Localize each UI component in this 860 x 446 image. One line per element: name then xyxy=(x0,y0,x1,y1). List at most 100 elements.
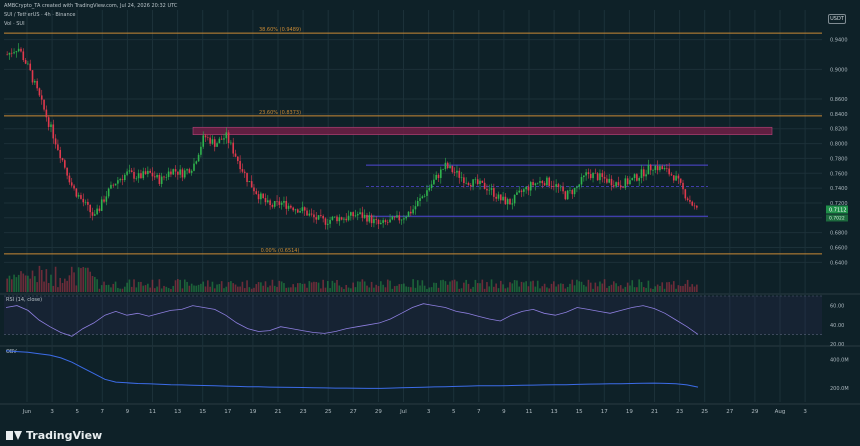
candle-body xyxy=(264,198,267,203)
candle-body xyxy=(380,222,382,225)
candle-body xyxy=(456,170,458,173)
time-tick-label: 21 xyxy=(651,409,658,415)
volume-bar xyxy=(490,279,493,292)
candle-body xyxy=(548,177,551,186)
volume-bar xyxy=(472,286,474,292)
candle-body xyxy=(534,183,537,186)
candle-body xyxy=(347,215,350,221)
volume-bar xyxy=(606,287,608,292)
volume-bar xyxy=(326,280,329,292)
volume-bar xyxy=(615,283,617,292)
candle-body xyxy=(315,217,318,220)
candle-body xyxy=(117,180,119,184)
volume-bar xyxy=(502,284,504,292)
volume-bar xyxy=(137,281,140,292)
candle-body xyxy=(513,194,516,204)
currency-badge[interactable]: USDT xyxy=(828,14,846,24)
volume-bar xyxy=(269,285,271,292)
volume-bar xyxy=(119,288,121,292)
volume-bar xyxy=(24,275,27,292)
candle-body xyxy=(366,214,368,222)
time-tick-label: 27 xyxy=(350,409,357,415)
volume-bar xyxy=(426,288,428,292)
rsi-tick-label: 40.00 xyxy=(830,323,844,329)
candle-body xyxy=(80,195,82,199)
candle-body xyxy=(585,172,587,176)
volume-bar xyxy=(213,288,216,292)
time-tick-label: 7 xyxy=(101,409,105,415)
candle-body xyxy=(541,181,544,184)
candle-body xyxy=(682,182,684,190)
volume-bar xyxy=(285,287,288,292)
candle-body xyxy=(64,160,66,168)
candle-body xyxy=(615,182,617,187)
volume-bar xyxy=(479,283,481,292)
volume-bar xyxy=(248,287,251,292)
candle-body xyxy=(546,177,548,186)
volume-bar xyxy=(250,288,253,292)
volume-bar xyxy=(361,279,364,292)
volume-bar xyxy=(412,279,414,292)
volume-bar xyxy=(647,280,650,292)
time-tick-label: 3 xyxy=(803,409,807,415)
volume-bar xyxy=(523,282,525,292)
volume-bar xyxy=(446,284,449,292)
volume-bar xyxy=(389,280,391,292)
time-tick-label: 23 xyxy=(676,409,683,415)
candle-body xyxy=(241,169,244,172)
volume-bar xyxy=(382,284,384,292)
candle-body xyxy=(260,193,262,200)
volume-bar xyxy=(38,265,41,292)
candle-body xyxy=(17,48,20,52)
volume-bar xyxy=(149,287,151,292)
candle-body xyxy=(479,180,481,185)
candle-body xyxy=(197,154,200,162)
candle-body xyxy=(239,161,241,170)
volume-bar xyxy=(31,270,34,292)
volume-bar xyxy=(220,281,223,292)
candle-body xyxy=(273,201,276,207)
candle-body xyxy=(444,162,447,170)
volume-bar xyxy=(147,283,149,292)
volume-bar xyxy=(167,288,170,292)
candle-body xyxy=(68,175,71,183)
author-line: AMBCrypto_TA created with TradingView.co… xyxy=(4,3,178,9)
volume-bar xyxy=(223,288,225,292)
volume-bar xyxy=(585,286,587,292)
price-tick-label: 0.7400 xyxy=(830,186,848,192)
candle-body xyxy=(633,174,636,179)
candle-body xyxy=(645,174,647,177)
volume-bar xyxy=(596,286,599,292)
volume-bar xyxy=(156,286,158,292)
volume-bar xyxy=(677,285,680,292)
volume-bar xyxy=(301,283,304,292)
price-axis: 0.9400 0.9000 0.8600 0.8400 0.8200 0.8000 0.78… xyxy=(826,38,848,266)
volume-bar xyxy=(54,266,57,292)
volume-bar xyxy=(352,282,354,292)
time-tick-label: 19 xyxy=(249,409,256,415)
volume-bar xyxy=(103,281,105,292)
volume-bar xyxy=(170,288,172,292)
volume-bar xyxy=(467,283,470,292)
candle-body xyxy=(326,223,329,225)
candle-body xyxy=(562,186,564,192)
candle-body xyxy=(423,195,426,197)
volume-bar xyxy=(202,281,205,292)
volume-bar xyxy=(386,279,389,292)
candle-body xyxy=(151,172,154,177)
candle-body xyxy=(506,199,509,205)
candle-body xyxy=(232,142,235,154)
candle-body xyxy=(642,169,645,177)
candle-body xyxy=(336,216,338,222)
volume-bar xyxy=(59,277,62,292)
candle-body xyxy=(391,216,394,220)
volume-bar xyxy=(45,269,48,292)
volume-bar xyxy=(197,284,200,292)
time-tick-label: 25 xyxy=(325,409,332,415)
candle-body xyxy=(266,200,269,203)
candle-body xyxy=(386,222,389,223)
volume-bar xyxy=(393,286,396,292)
volume-bar xyxy=(40,270,43,292)
candle-body xyxy=(209,137,211,144)
